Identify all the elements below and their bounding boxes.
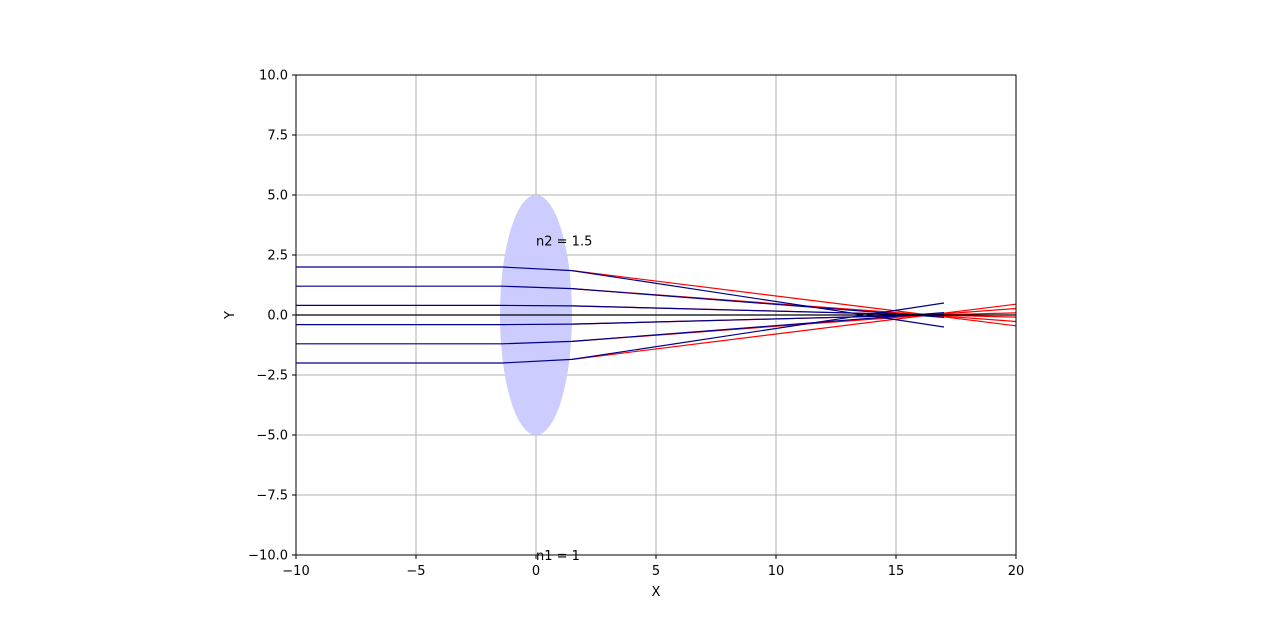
x-tick-label-2: 0 [532, 564, 540, 579]
blue-ray-0 [296, 266, 945, 328]
blue-ray-4 [296, 312, 945, 345]
y-tick-label-0: −10.0 [248, 549, 288, 564]
x-tick-label-4: 10 [768, 564, 785, 579]
x-axis-label: X [652, 585, 661, 600]
x-tick-label-6: 20 [1008, 564, 1025, 579]
blue-ray-3 [296, 313, 945, 326]
annotation-1: n1 = 1 [536, 549, 580, 564]
red-ray-5 [571, 303, 1017, 360]
y-tick-label-6: 5.0 [267, 189, 288, 204]
blue-rays [296, 266, 945, 364]
y-axis-label: Y [223, 311, 238, 320]
x-tick-label-0: −10 [282, 564, 309, 579]
y-tick-label-7: 7.5 [267, 129, 288, 144]
y-tick-label-3: −2.5 [256, 369, 288, 384]
y-tick-label-2: −5.0 [256, 429, 288, 444]
y-tick-label-1: −7.5 [256, 489, 288, 504]
axis-ticks: −10 −5 0 5 10 15 20 −10.0 −7.5 −5.0 −2.5 0.0 2.5 5.0 7… [248, 69, 1024, 580]
x-tick-label-3: 5 [652, 564, 660, 579]
y-tick-label-8: 10.0 [259, 69, 288, 84]
annotation-0: n2 = 1.5 [536, 235, 592, 250]
blue-ray-1 [296, 285, 945, 318]
x-tick-label-5: 15 [888, 564, 905, 579]
blue-ray-2 [296, 304, 945, 317]
x-tick-label-1: −5 [406, 564, 425, 579]
blue-ray-5 [296, 302, 945, 364]
y-tick-label-5: 2.5 [267, 249, 288, 264]
y-tick-label-4: 0.0 [267, 309, 288, 324]
annotations: n2 = 1.5 n1 = 1 [536, 235, 592, 564]
